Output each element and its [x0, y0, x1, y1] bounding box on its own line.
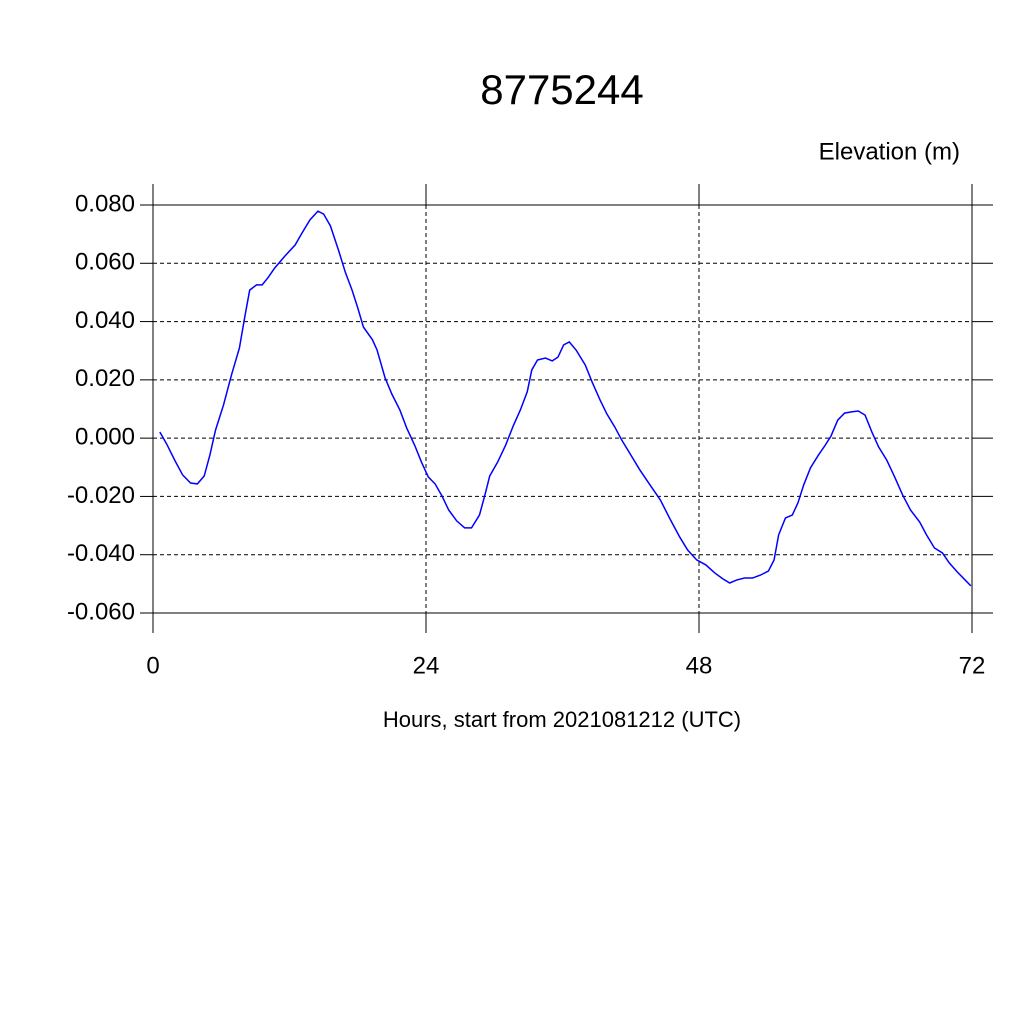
y-tick-label: 0.000 — [75, 423, 135, 450]
y-tick-label: -0.060 — [67, 598, 135, 625]
y-tick-label: 0.080 — [75, 190, 135, 217]
data-line — [159, 210, 972, 587]
y-tick-label: 0.060 — [75, 249, 135, 276]
x-tick-label: 24 — [413, 652, 440, 679]
plot-frame — [152, 204, 973, 614]
y-tick-label: -0.040 — [67, 540, 135, 567]
x-tick-label: 48 — [686, 652, 713, 679]
x-axis-label: Hours, start from 2021081212 (UTC) — [383, 707, 741, 732]
y-tick-label: -0.020 — [67, 482, 135, 509]
y-tick-label: 0.020 — [75, 365, 135, 392]
x-tick-label: 0 — [146, 652, 159, 679]
x-tick-label: 72 — [959, 652, 986, 679]
y-tick-label: 0.040 — [75, 307, 135, 334]
chart-title: 8775244 — [480, 66, 644, 113]
y-axis-label: Elevation (m) — [819, 138, 960, 165]
